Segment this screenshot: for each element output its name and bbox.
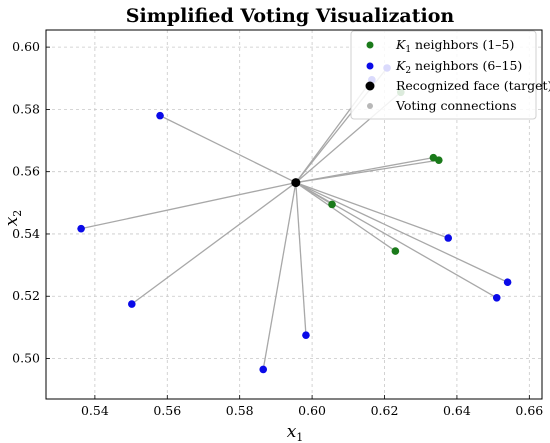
x-tick-label: 0.62 [371,403,399,418]
legend-k2-rest: neighbors (6–15) [411,58,522,73]
legend-k1-base: K [395,37,406,52]
x-tick-label: 0.58 [226,403,254,418]
x-axis-label-base: x [287,422,297,442]
k2-neighbor-point [77,224,85,233]
voting-connection [262,182,297,370]
connection-layer [80,67,508,370]
voting-connection [80,181,296,230]
k2-neighbor-point [444,234,453,242]
voting-connection [295,181,449,239]
legend-marker-target [365,81,375,91]
y-tick-label: 0.56 [12,164,40,179]
legend-marker-k2 [366,62,374,70]
k2-neighbor-point [156,111,164,120]
tick-layer: 0.54 0.56 0.58 0.60 0.62 0.64 0.66 0.50 0.52 0.54… [12,39,543,418]
voting-connection [131,182,297,305]
chart-title: Simplified Voting Visualization [126,5,455,27]
x-tick-label: 0.56 [153,403,181,418]
x-tick-label: 0.66 [515,403,543,418]
grid-layer [46,30,542,399]
x-axis-label-sub: 1 [296,431,303,443]
legend-k2-base: K [395,58,406,73]
y-tick-label: 0.60 [12,39,40,54]
voting-connection [159,115,297,184]
legend: K1 neighbors (1–5) K2 neighbors (6–15) R… [350,30,550,120]
k2-neighbor-point [302,331,310,339]
legend-label-connections: Voting connections [395,98,517,113]
x-tick-label: 0.64 [443,403,471,418]
legend-k1-rest: neighbors (1–5) [411,37,514,52]
legend-k2-sub: 2 [405,66,411,76]
legend-k1-sub: 1 [405,45,411,55]
k1-neighbor-point [328,200,336,209]
legend-label-target: Recognized face (target) [396,78,550,93]
x-tick-label: 0.60 [298,403,326,418]
y-axis-label-sub: 2 [11,210,24,217]
voting-connection [295,182,307,336]
y-tick-label: 0.50 [12,351,40,366]
k2-neighbor-point [128,300,136,308]
legend-label-k2: K2 neighbors (6–15) [395,58,522,76]
k1-neighbor-point [435,156,443,164]
k2-neighbor-point [259,365,268,374]
target-face-point [291,178,301,188]
voting-connection [295,181,508,283]
y-axis-label: x2 [2,210,24,227]
x-axis-label: x1 [287,422,304,443]
k2-neighbor-point [503,278,512,287]
legend-box [350,30,537,120]
voting-connection [295,159,439,184]
y-tick-label: 0.58 [12,101,40,116]
legend-marker-k1 [366,41,374,49]
voting-connection [295,182,498,299]
legend-label-k1: K1 neighbors (1–5) [395,37,514,55]
y-tick-label: 0.54 [12,226,40,241]
x-tick-label: 0.54 [81,403,109,418]
plot-frame [45,29,543,400]
legend-marker-connections [367,103,373,109]
y-tick-label: 0.52 [12,288,40,303]
k1-neighbor-point [391,247,400,255]
voting-connection [295,182,396,252]
y-axis-label-base: x [2,216,22,226]
k2-neighbor-point [492,293,501,302]
